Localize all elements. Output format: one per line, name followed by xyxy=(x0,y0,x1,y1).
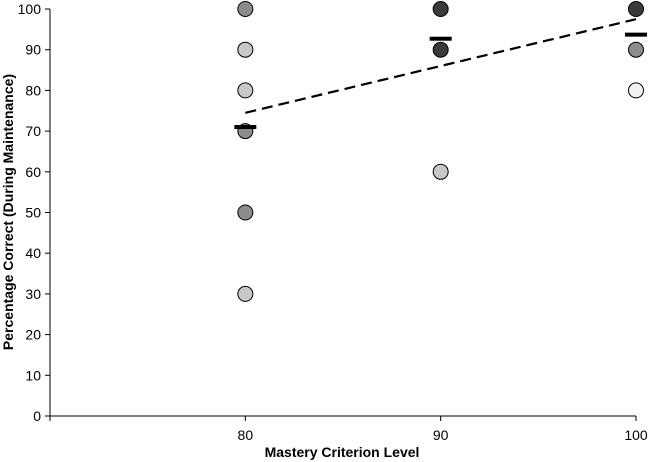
y-tick-label: 30 xyxy=(25,286,41,302)
trend-line-layer xyxy=(245,18,637,114)
x-axis-title: Mastery Criterion Level xyxy=(265,444,420,460)
x-tick-label: 80 xyxy=(238,427,254,443)
y-tick-label: 10 xyxy=(25,367,41,383)
y-tick-label: 20 xyxy=(25,327,41,343)
mean-marker xyxy=(625,32,647,37)
data-point xyxy=(432,163,449,180)
y-axis-ticks: 0 10 20 30 40 50 60 70 80 90 100 xyxy=(18,1,50,424)
data-point xyxy=(237,41,254,58)
data-point xyxy=(628,41,644,58)
y-tick-label: 80 xyxy=(25,82,41,98)
data-point xyxy=(628,82,644,99)
y-tick-label: 100 xyxy=(18,1,42,17)
y-tick-label: 0 xyxy=(33,408,41,424)
x-tick-label: 90 xyxy=(433,427,449,443)
x-tick-label: 100 xyxy=(624,427,648,443)
mean-marker xyxy=(429,36,452,41)
y-tick-label: 90 xyxy=(25,42,41,58)
y-tick-label: 50 xyxy=(25,205,41,221)
mean-markers-layer xyxy=(234,32,647,130)
data-point xyxy=(237,82,254,99)
mean-marker xyxy=(234,125,257,130)
y-tick-label: 60 xyxy=(25,164,41,180)
data-point xyxy=(628,1,644,17)
data-point xyxy=(237,204,254,221)
y-tick-label: 70 xyxy=(25,123,41,139)
data-point xyxy=(432,1,449,17)
data-points-layer xyxy=(237,1,644,302)
y-axis-title: Percentage Correct (During Maintenance) xyxy=(0,74,16,350)
data-point xyxy=(432,41,449,58)
x-axis-ticks: 80 90 100 xyxy=(49,416,648,443)
data-point xyxy=(237,285,254,302)
data-point xyxy=(237,1,254,17)
trend-line xyxy=(245,18,637,114)
y-tick-label: 40 xyxy=(25,245,41,261)
